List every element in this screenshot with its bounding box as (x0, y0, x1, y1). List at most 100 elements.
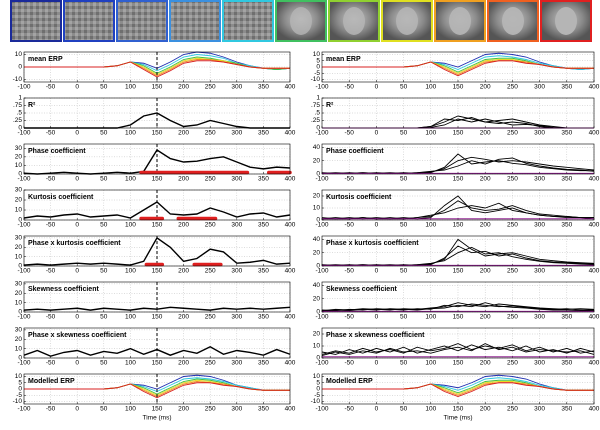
axes-frame (321, 51, 595, 83)
y-tick-label: 10 (15, 253, 23, 260)
x-tick-label: 350 (561, 360, 572, 367)
x-tick-label: 300 (534, 360, 545, 367)
x-tick-label: -50 (344, 222, 354, 229)
x-tick-label: 400 (589, 130, 600, 137)
axes-frame (321, 373, 595, 405)
x-tick-label: 0 (75, 360, 79, 367)
y-tick-label: 20 (15, 154, 23, 161)
x-tick-label: 0 (75, 314, 79, 321)
x-tick-label: 400 (589, 314, 600, 321)
x-tick-label: 200 (480, 222, 491, 229)
x-tick-label: -100 (17, 314, 30, 321)
y-tick-label: 10 (313, 373, 321, 380)
y-tick-label: 30 (15, 145, 23, 152)
y-tick-label: 40 (313, 236, 321, 243)
x-tick-label: 400 (589, 268, 600, 275)
panel: -100 -50 0 50 100 150 200 250 300 350 400-10-50510… (13, 373, 296, 422)
axes-frame (23, 189, 291, 221)
data-line (24, 382, 290, 399)
x-tick-label: -100 (315, 268, 328, 275)
y-tick-label: 0 (316, 171, 320, 178)
x-tick-label: 250 (205, 84, 216, 91)
x-tick-label: 200 (480, 84, 491, 91)
x-tick-label: 150 (453, 130, 464, 137)
x-tick-label: 0 (75, 176, 79, 183)
x-tick-label: 200 (178, 130, 189, 137)
x-tick-label: 200 (480, 268, 491, 275)
y-tick-label: .5 (17, 110, 23, 117)
x-tick-label: 200 (178, 84, 189, 91)
x-tick-label: 100 (125, 268, 136, 275)
y-tick-label: 0 (316, 386, 320, 393)
x-tick-label: 400 (285, 268, 296, 275)
y-tick-label: -5 (16, 392, 22, 399)
x-tick-label: 150 (152, 222, 163, 229)
x-tick-label: 150 (152, 268, 163, 275)
data-line (322, 382, 594, 397)
x-tick-label: 0 (375, 268, 379, 275)
y-tick-label: 10 (313, 51, 321, 58)
x-tick-label: 300 (534, 406, 545, 413)
y-tick-label: .25 (13, 117, 22, 124)
x-tick-label: 50 (100, 84, 108, 91)
y-tick-label: 30 (15, 235, 23, 242)
stimulus-image (222, 0, 274, 42)
x-tick-label: -50 (344, 360, 354, 367)
panel-title: R² (326, 102, 334, 109)
y-tick-label: 30 (15, 187, 23, 194)
panel-title: mean ERP (326, 56, 361, 63)
axes-frame (321, 143, 595, 175)
y-tick-label: 10 (15, 51, 23, 58)
x-tick-label: 300 (231, 360, 242, 367)
x-tick-label: 250 (507, 176, 518, 183)
x-tick-label: 300 (231, 222, 242, 229)
stimulus-row (10, 0, 592, 42)
panel: -100 -50 0 50 100 150 200 250 300 350 4000.25.5.75… (13, 95, 296, 137)
x-tick-label: 350 (258, 360, 269, 367)
face-shape (502, 7, 524, 35)
x-tick-label: 0 (375, 130, 379, 137)
x-tick-label: 100 (125, 222, 136, 229)
x-tick-label: 50 (100, 268, 108, 275)
x-tick-label: 200 (178, 268, 189, 275)
panel-title: Modelled ERP (326, 378, 373, 385)
x-tick-label: 300 (231, 176, 242, 183)
face-shape (290, 7, 312, 35)
y-tick-label: 20 (15, 197, 23, 204)
x-tick-label: 150 (453, 406, 464, 413)
panel: -100 -50 0 50 100 150 200 250 300 350 400-10-50510… (311, 373, 600, 422)
face-shape (396, 7, 418, 35)
x-tick-label: -50 (46, 222, 56, 229)
y-tick-label: 0 (18, 309, 22, 316)
y-tick-label: 20 (313, 295, 321, 302)
x-tick-label: 300 (231, 268, 242, 275)
x-tick-label: 400 (589, 406, 600, 413)
x-tick-label: 50 (100, 130, 108, 137)
x-tick-label: 350 (258, 314, 269, 321)
panel-title: Phase coefficient (326, 148, 384, 155)
panel: -100 -50 0 50 100 150 200 250 300 350 400 0 20 40 Skew… (313, 281, 600, 321)
panel-title: Phase x kurtosis coefficient (28, 240, 121, 247)
panel-title: Skewness coefficient (28, 286, 99, 293)
y-tick-label: 10 (15, 345, 23, 352)
x-tick-label: 300 (534, 84, 545, 91)
x-tick-label: -50 (46, 176, 56, 183)
y-tick-label: 5 (316, 379, 320, 386)
stimulus-image (169, 0, 221, 42)
x-tick-label: 0 (75, 130, 79, 137)
y-tick-label: 0 (316, 309, 320, 316)
x-tick-label: 100 (125, 130, 136, 137)
x-tick-label: 0 (375, 406, 379, 413)
panel-title: Phase coefficient (28, 148, 86, 155)
x-tick-label: -100 (315, 130, 328, 137)
x-tick-label: 400 (285, 314, 296, 321)
y-tick-label: 20 (15, 244, 23, 251)
y-tick-label: 20 (15, 290, 23, 297)
x-tick-label: -50 (46, 314, 56, 321)
panel: -100 -50 0 50 100 150 200 250 300 350 400-10010mea… (13, 51, 296, 91)
data-line (321, 343, 595, 357)
x-tick-label: 150 (152, 84, 163, 91)
y-tick-label: 10 (313, 343, 321, 350)
axes-frame (23, 235, 291, 267)
x-tick-label: 150 (152, 130, 163, 137)
